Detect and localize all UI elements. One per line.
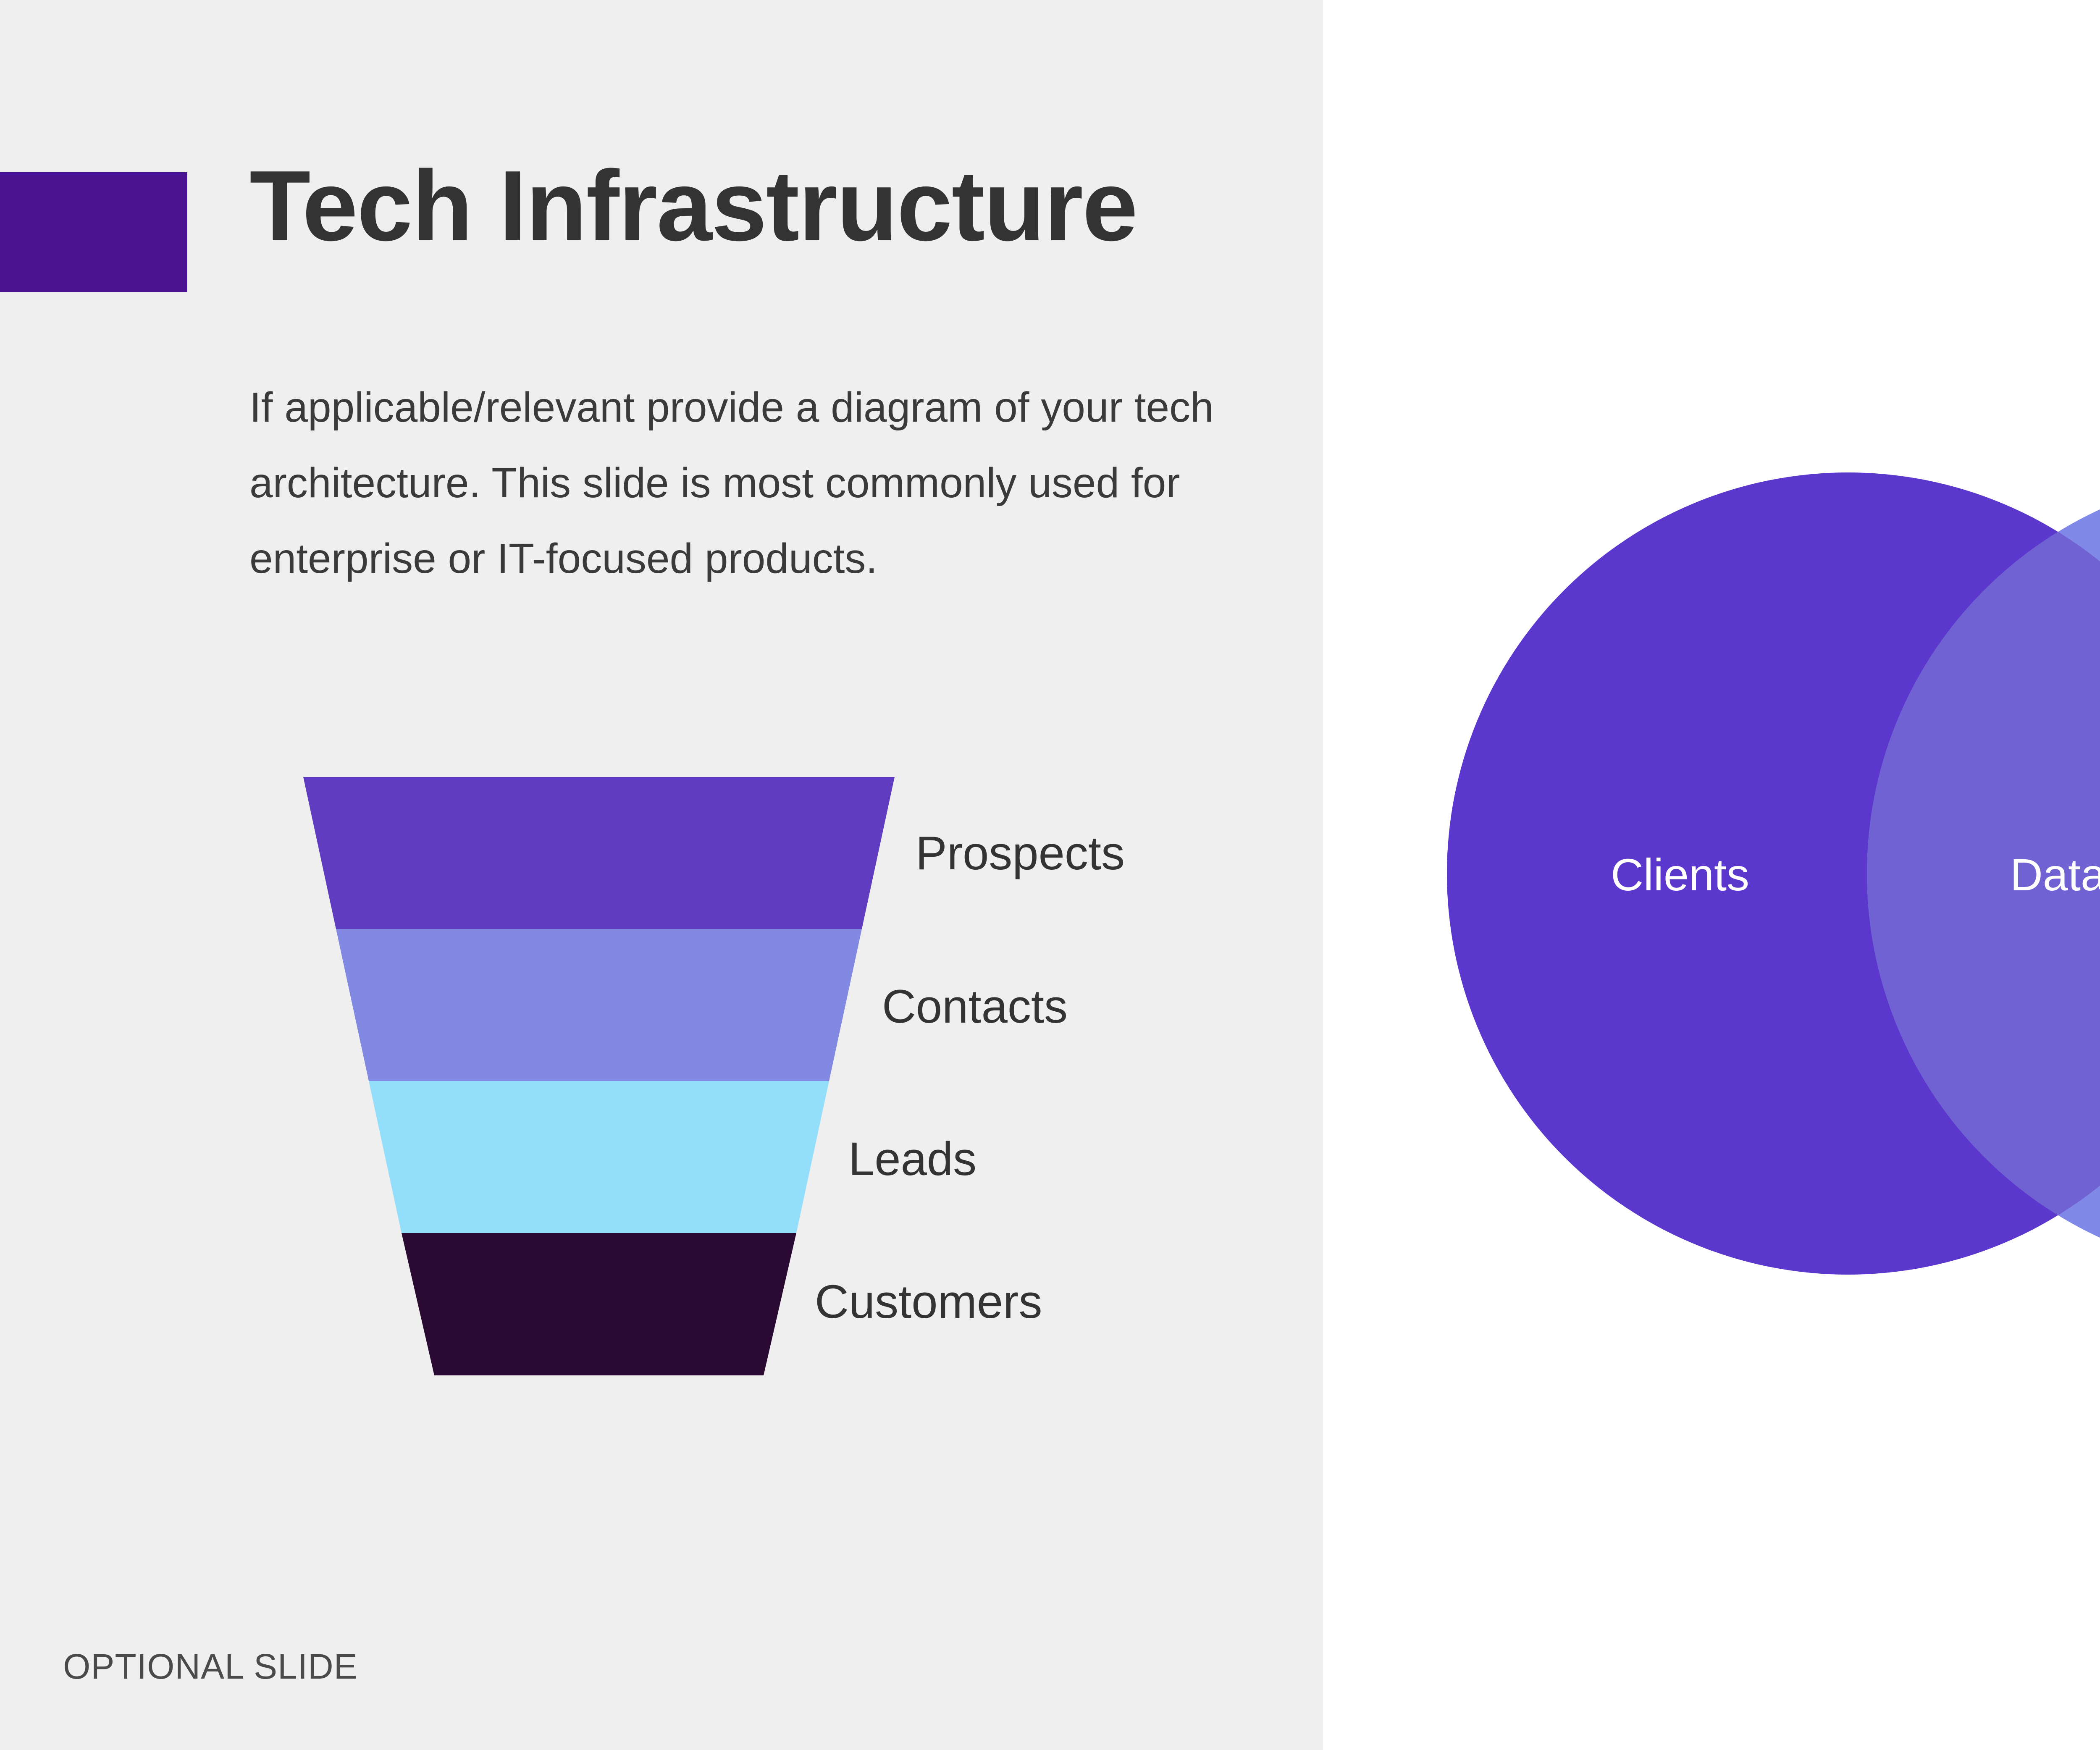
- funnel-label-prospects: Prospects: [916, 827, 1125, 879]
- funnel-segment-customers[interactable]: [402, 1233, 796, 1375]
- funnel-chart: Prospects Contacts Leads Customers: [252, 764, 1281, 1403]
- venn-label-data: Data: [2010, 849, 2100, 900]
- funnel-segment-contacts[interactable]: [336, 929, 862, 1081]
- venn-label-clients: Clients: [1611, 849, 1749, 900]
- page-title: Tech Infrastructure: [249, 150, 1138, 262]
- left-content-panel: Tech Infrastructure If applicable/releva…: [0, 0, 1323, 1750]
- body-description: If applicable/relevant provide a diagram…: [249, 384, 1214, 582]
- funnel-label-contacts: Contacts: [882, 980, 1068, 1033]
- funnel-label-customers: Customers: [815, 1275, 1042, 1328]
- funnel-segment-leads[interactable]: [369, 1081, 829, 1233]
- footer-note: OPTIONAL SLIDE: [63, 1647, 358, 1686]
- venn-intersection-data[interactable]: [1867, 472, 2100, 1275]
- accent-block: [0, 172, 187, 292]
- funnel-segment-prospects[interactable]: [303, 777, 895, 929]
- funnel-label-leads: Leads: [848, 1133, 976, 1185]
- venn-diagram: Clients Data Bridge: [1386, 441, 2100, 1302]
